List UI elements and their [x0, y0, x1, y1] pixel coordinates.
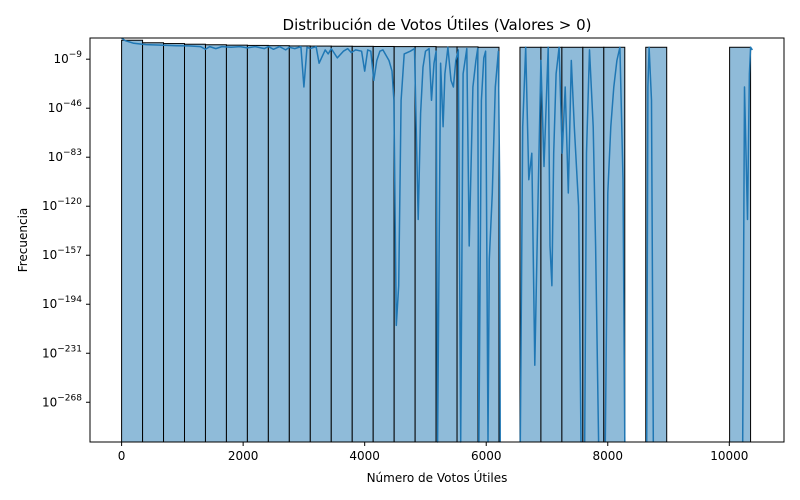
y-axis-ticks: 10−9 10−46 10−83 10−120 10−157 10−194 10−231 10… — [42, 50, 90, 409]
y-tick-label: 10−46 — [48, 99, 83, 115]
histogram-bar — [414, 46, 437, 443]
histogram-bar — [142, 42, 165, 443]
y-tick-label: 10−268 — [42, 393, 82, 409]
x-tick-label: 0 — [118, 449, 126, 463]
y-tick-label: 10−120 — [42, 197, 82, 213]
kde-line — [741, 46, 754, 443]
x-tick-label: 8000 — [592, 449, 623, 463]
x-tick-label: 6000 — [471, 449, 502, 463]
x-tick-label: 4000 — [349, 449, 380, 463]
x-axis-label: Número de Votos Útiles — [367, 470, 508, 485]
histogram-bar — [121, 39, 144, 443]
chart-title: Distribución de Votos Útiles (Valores > … — [283, 15, 592, 34]
histogram-bar — [645, 46, 668, 443]
kde-line-group — [121, 37, 754, 443]
histogram-bar — [288, 45, 311, 443]
y-tick-label: 10−9 — [53, 50, 82, 66]
histogram-bar — [225, 44, 248, 443]
kde-line — [121, 37, 501, 443]
kde-line — [519, 46, 582, 443]
kde-line — [645, 46, 655, 443]
histogram-bar — [393, 46, 416, 443]
kde-line — [604, 46, 626, 443]
y-axis-label: Frecuencia — [16, 208, 30, 273]
y-tick-label: 10−231 — [42, 344, 82, 360]
y-tick-label: 10−194 — [42, 295, 82, 311]
kde-line — [583, 49, 600, 443]
x-tick-label: 10000 — [710, 449, 748, 463]
histogram-bar — [330, 45, 353, 443]
histogram-bar — [729, 46, 752, 443]
histogram-bar — [204, 44, 227, 443]
histogram-bar — [372, 45, 395, 443]
x-axis-ticks: 0 2000 4000 6000 8000 10000 — [118, 442, 748, 463]
histogram-bar — [540, 46, 563, 443]
histogram-bar — [183, 43, 206, 443]
histogram-bar — [309, 45, 332, 443]
histogram-bar — [267, 45, 290, 443]
plot-frame — [89, 37, 785, 443]
y-tick-label: 10−83 — [48, 148, 82, 164]
histogram-bar — [163, 43, 185, 443]
x-tick-label: 2000 — [228, 449, 259, 463]
histogram-bar — [351, 45, 374, 443]
y-tick-label: 10−157 — [42, 246, 82, 262]
bars-group — [121, 39, 752, 443]
histogram-bar — [246, 44, 269, 443]
